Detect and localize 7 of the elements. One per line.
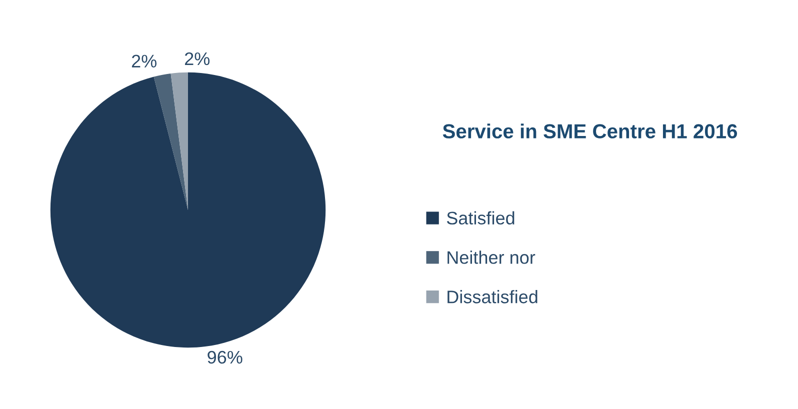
text: Service in SME Centre H1 2016 [442, 124, 738, 138]
data-label: 2% [184, 52, 210, 66]
legend-label: Dissatisfied [448, 290, 538, 304]
legend-label: Satisfied [446, 211, 514, 225]
data-label: 96% [208, 350, 242, 364]
legend-label: Neither nor [448, 250, 536, 264]
data-label: 2% [132, 54, 156, 68]
